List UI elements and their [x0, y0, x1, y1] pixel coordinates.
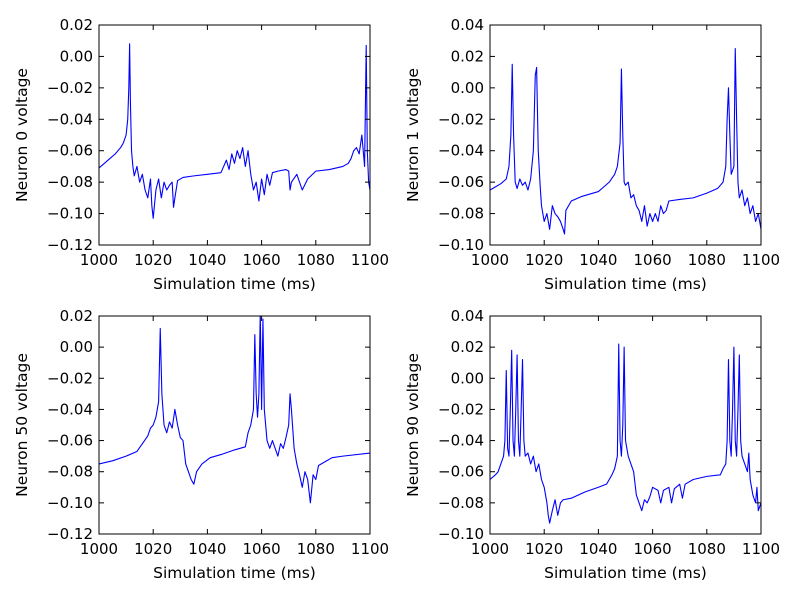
- y-tick-label: −0.08: [47, 463, 93, 481]
- y-tick-label: 0.04: [451, 307, 484, 325]
- x-axis-label: Simulation time (ms): [153, 275, 316, 293]
- y-tick-label: −0.04: [438, 432, 484, 450]
- y-tick-label: −0.02: [47, 369, 93, 387]
- x-tick-label: 1040: [579, 540, 617, 558]
- x-tick-label: 1040: [579, 251, 617, 269]
- y-tick-label: −0.10: [438, 525, 484, 543]
- x-tick-label: 1080: [688, 251, 726, 269]
- x-tick-label: 1020: [525, 540, 563, 558]
- x-axis-label: Simulation time (ms): [544, 275, 707, 293]
- y-axis-label: Neuron 1 voltage: [404, 68, 422, 202]
- neuron-90-voltage-plot: 1000 1020 1040 1060 1080 1100 −0.10 −0.08 −0.06 −…: [404, 307, 780, 582]
- plot-frame: [489, 315, 762, 535]
- x-tick-label: 1040: [188, 251, 226, 269]
- y-tick-label: 0.00: [451, 79, 484, 97]
- x-tick-label: 1080: [688, 540, 726, 558]
- y-axis-label: Neuron 0 voltage: [13, 68, 31, 202]
- x-axis-label: Simulation time (ms): [544, 564, 707, 582]
- x-tick-label: 1100: [742, 540, 780, 558]
- y-tick-label: 0.04: [451, 16, 484, 34]
- x-tick-label: 1000: [471, 251, 509, 269]
- x-tick-label: 1020: [134, 251, 172, 269]
- neuron-0-voltage-plot: 1000 1020 1040 1060 1080 1100 −0.12 −0.10 −0.08 −…: [13, 16, 389, 293]
- plot-frame: [98, 315, 371, 535]
- voltage-series-line: [490, 48, 761, 235]
- x-tick-label: 1000: [80, 251, 118, 269]
- y-tick-label: −0.12: [47, 525, 93, 543]
- y-tick-label: −0.06: [47, 142, 93, 160]
- y-tick-label: −0.02: [47, 79, 93, 97]
- x-axis-label: Simulation time (ms): [153, 564, 316, 582]
- x-tick-label: 1080: [297, 540, 335, 558]
- y-tick-label: −0.02: [438, 110, 484, 128]
- x-tick-label: 1080: [297, 251, 335, 269]
- y-tick-label: 0.02: [60, 307, 93, 325]
- y-tick-label: 0.00: [60, 338, 93, 356]
- y-axis-label: Neuron 90 voltage: [404, 353, 422, 497]
- x-tick-label: 1060: [634, 540, 672, 558]
- x-tick-label: 1100: [742, 251, 780, 269]
- y-axis-label: Neuron 50 voltage: [13, 353, 31, 497]
- y-tick-label: 0.02: [451, 47, 484, 65]
- x-tick-label: 1100: [351, 251, 389, 269]
- y-tick-label: 0.00: [60, 47, 93, 65]
- y-tick-label: −0.04: [47, 110, 93, 128]
- y-tick-label: 0.00: [451, 369, 484, 387]
- y-tick-label: 0.02: [451, 338, 484, 356]
- y-tick-label: 0.02: [60, 16, 93, 34]
- x-tick-label: 1060: [634, 251, 672, 269]
- y-tick-label: −0.06: [47, 432, 93, 450]
- plot-frame: [489, 24, 762, 246]
- y-tick-label: −0.06: [438, 463, 484, 481]
- y-tick-label: −0.12: [47, 236, 93, 254]
- voltage-series-line: [490, 343, 761, 524]
- y-tick-label: −0.10: [438, 236, 484, 254]
- y-tick-label: −0.08: [438, 494, 484, 512]
- y-tick-label: −0.10: [47, 494, 93, 512]
- x-tick-label: 1020: [134, 540, 172, 558]
- x-tick-label: 1020: [525, 251, 563, 269]
- y-tick-label: −0.02: [438, 400, 484, 418]
- neuron-1-voltage-plot: 1000 1020 1040 1060 1080 1100 −0.10 −0.08 −0.06 −…: [404, 16, 780, 293]
- neuron-50-voltage-plot: 1000 1020 1040 1060 1080 1100 −0.12 −0.10 −0.08 −…: [13, 307, 389, 582]
- y-tick-label: −0.08: [47, 173, 93, 191]
- x-tick-label: 1100: [351, 540, 389, 558]
- x-tick-label: 1000: [471, 540, 509, 558]
- y-tick-label: −0.08: [438, 205, 484, 223]
- x-tick-label: 1060: [243, 251, 281, 269]
- y-tick-label: −0.10: [47, 205, 93, 223]
- y-tick-label: −0.04: [47, 400, 93, 418]
- voltage-series-line: [99, 316, 370, 504]
- x-tick-label: 1000: [80, 540, 118, 558]
- x-tick-label: 1060: [243, 540, 281, 558]
- voltage-series-line: [99, 43, 370, 219]
- plot-frame: [98, 24, 371, 246]
- y-tick-label: −0.04: [438, 142, 484, 160]
- y-tick-label: −0.06: [438, 173, 484, 191]
- x-tick-label: 1040: [188, 540, 226, 558]
